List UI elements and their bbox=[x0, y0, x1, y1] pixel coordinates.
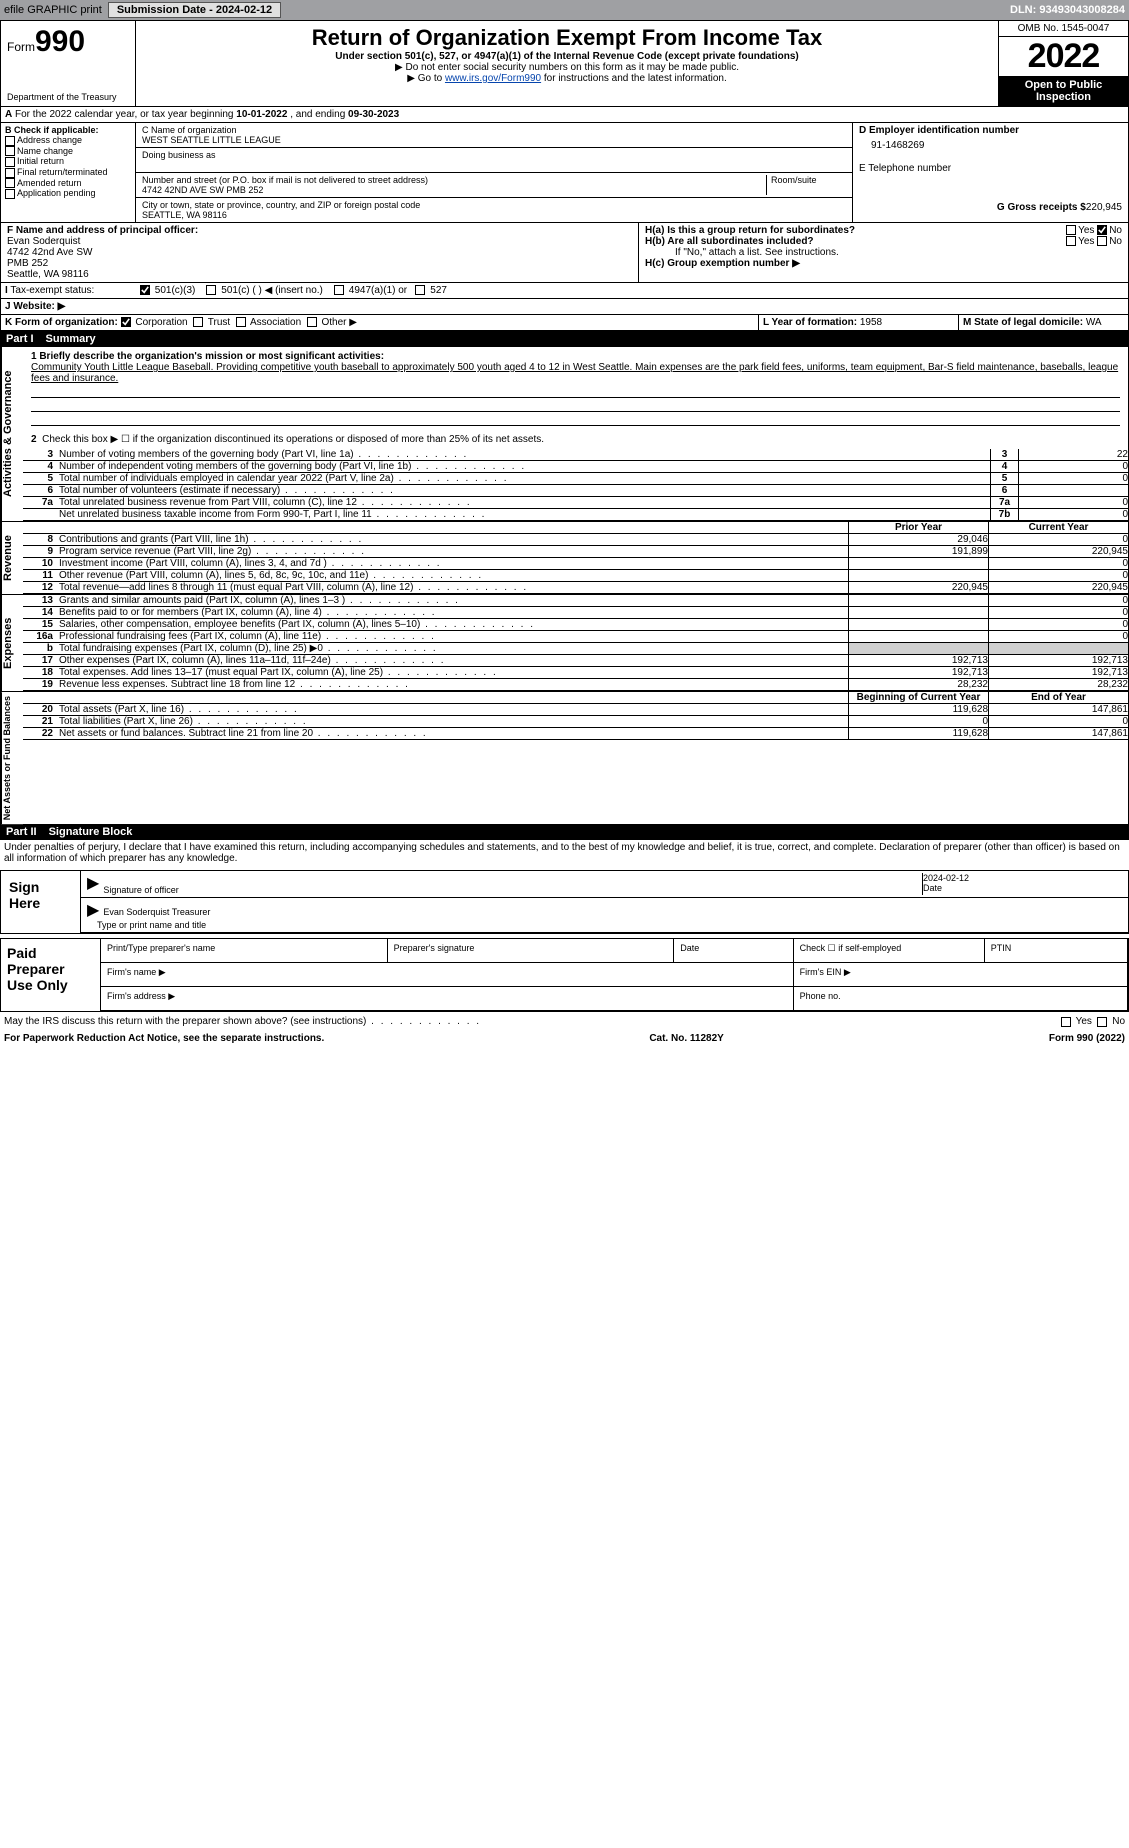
part1-header: Part ISummary bbox=[0, 331, 1129, 347]
current-year-hdr: Current Year bbox=[988, 522, 1128, 533]
sign-block: Sign Here ▶ Signature of officer 2024-02-1… bbox=[0, 870, 1129, 934]
org-name: WEST SEATTLE LITTLE LEAGUE bbox=[142, 135, 281, 145]
footer-left: For Paperwork Reduction Act Notice, see … bbox=[4, 1033, 324, 1044]
subtitle-1: Under section 501(c), 527, or 4947(a)(1)… bbox=[140, 51, 994, 62]
block-fh: F Name and address of principal officer:… bbox=[0, 223, 1129, 283]
prep-h4: Check ☐ if self-employed bbox=[794, 939, 985, 963]
hc-label: H(c) Group exemption number ▶ bbox=[645, 258, 800, 269]
open-inspection: Open to Public Inspection bbox=[999, 76, 1128, 106]
prep-h2: Preparer's signature bbox=[388, 939, 675, 963]
footer-right: Form 990 (2022) bbox=[1049, 1033, 1125, 1044]
chk-amended[interactable]: Amended return bbox=[5, 178, 131, 189]
arrow-icon: ▶ bbox=[87, 873, 99, 895]
line2-text: Check this box ▶ ☐ if the organization d… bbox=[42, 434, 544, 445]
rev-sidebar: Revenue bbox=[1, 522, 23, 594]
chk-address[interactable]: Address change bbox=[5, 135, 131, 146]
efile-topbar: efile GRAPHIC print Submission Date - 20… bbox=[0, 0, 1129, 20]
officer-addr2: PMB 252 bbox=[7, 258, 48, 269]
row-j: J Website: ▶ bbox=[0, 299, 1129, 315]
firm-name-label: Firm's name ▶ bbox=[101, 963, 794, 987]
firm-addr-label: Firm's address ▶ bbox=[101, 987, 794, 1011]
page-footer: For Paperwork Reduction Act Notice, see … bbox=[0, 1031, 1129, 1046]
sign-here-label: Sign Here bbox=[1, 871, 81, 933]
firm-ein-label: Firm's EIN ▶ bbox=[794, 963, 1128, 987]
prep-h1: Print/Type preparer's name bbox=[101, 939, 388, 963]
chk-final[interactable]: Final return/terminated bbox=[5, 167, 131, 178]
sig-date: 2024-02-12 bbox=[923, 873, 969, 883]
discuss-row: May the IRS discuss this return with the… bbox=[0, 1012, 1129, 1031]
end-year-hdr: End of Year bbox=[988, 692, 1128, 703]
arrow-icon-2: ▶ bbox=[87, 902, 99, 919]
street-address: 4742 42ND AVE SW PMB 252 bbox=[142, 185, 263, 195]
form-title: Return of Organization Exempt From Incom… bbox=[140, 25, 994, 51]
room-label: Room/suite bbox=[771, 175, 817, 185]
officer-print-name: Evan Soderquist Treasurer bbox=[103, 907, 210, 917]
addr-label: Number and street (or P.O. box if mail i… bbox=[142, 175, 428, 185]
ein-value: 91-1468269 bbox=[859, 136, 1122, 163]
exp-sidebar: Expenses bbox=[1, 595, 23, 691]
part1-body: Activities & Governance 1 Briefly descri… bbox=[0, 347, 1129, 824]
prep-h3: Date bbox=[674, 939, 793, 963]
efile-label: efile GRAPHIC print bbox=[4, 4, 102, 16]
hb-label: H(b) Are all subordinates included? bbox=[645, 236, 814, 247]
d-label: D Employer identification number bbox=[859, 125, 1122, 136]
officer-addr1: 4742 42nd Ave SW bbox=[7, 247, 92, 258]
ha-label: H(a) Is this a group return for subordin… bbox=[645, 225, 855, 236]
city-label: City or town, state or province, country… bbox=[142, 200, 420, 210]
section-a: A For the 2022 calendar year, or tax yea… bbox=[0, 107, 1129, 123]
footer-mid: Cat. No. 11282Y bbox=[649, 1033, 723, 1044]
preparer-block: Paid Preparer Use Only Print/Type prepar… bbox=[0, 938, 1129, 1012]
dept-label: Department of the Treasury bbox=[7, 92, 129, 102]
501c3-checked-icon bbox=[140, 285, 150, 295]
c-name-label: C Name of organization bbox=[142, 125, 237, 135]
officer-addr3: Seattle, WA 98116 bbox=[7, 269, 89, 280]
row-i: I Tax-exempt status: 501(c)(3) 501(c) ( … bbox=[0, 283, 1129, 299]
mission-text: Community Youth Little League Baseball. … bbox=[31, 362, 1118, 384]
subtitle-2: ▶ Do not enter social security numbers o… bbox=[140, 62, 994, 73]
city-state-zip: SEATTLE, WA 98116 bbox=[142, 210, 227, 220]
block-bcd: B Check if applicable: Address change Na… bbox=[0, 123, 1129, 223]
net-sidebar: Net Assets or Fund Balances bbox=[1, 692, 23, 824]
b-label: B Check if applicable: bbox=[5, 125, 131, 135]
sig-officer-label: Signature of officer bbox=[103, 885, 178, 895]
chk-name[interactable]: Name change bbox=[5, 146, 131, 157]
part2-header: Part IISignature Block bbox=[0, 824, 1129, 840]
paid-preparer-label: Paid Preparer Use Only bbox=[1, 939, 101, 1011]
prior-year-hdr: Prior Year bbox=[848, 522, 988, 533]
dln-label: DLN: 93493043008284 bbox=[1010, 4, 1125, 16]
chk-pending[interactable]: Application pending bbox=[5, 188, 131, 199]
omb-number: OMB No. 1545-0047 bbox=[999, 21, 1128, 37]
irs-link[interactable]: www.irs.gov/Form990 bbox=[445, 73, 541, 84]
gross-receipts: 220,945 bbox=[1086, 202, 1122, 213]
begin-year-hdr: Beginning of Current Year bbox=[848, 692, 988, 703]
g-label: G Gross receipts $ bbox=[997, 202, 1086, 213]
form-number: Form990 bbox=[7, 25, 129, 59]
subtitle-3: ▶ Go to www.irs.gov/Form990 for instruct… bbox=[140, 73, 994, 84]
e-label: E Telephone number bbox=[859, 163, 1122, 174]
submission-date-button[interactable]: Submission Date - 2024-02-12 bbox=[108, 2, 281, 18]
firm-phone-label: Phone no. bbox=[794, 987, 1128, 1011]
dba-label: Doing business as bbox=[142, 150, 216, 160]
tax-year: 2022 bbox=[999, 37, 1128, 76]
officer-name: Evan Soderquist bbox=[7, 236, 80, 247]
row-klm: K Form of organization: Corporation Trus… bbox=[0, 315, 1129, 331]
form-header: Form990 Department of the Treasury Retur… bbox=[0, 20, 1129, 107]
prep-h5: PTIN bbox=[985, 939, 1128, 963]
f-label: F Name and address of principal officer: bbox=[7, 225, 198, 236]
chk-initial[interactable]: Initial return bbox=[5, 156, 131, 167]
perjury-text: Under penalties of perjury, I declare th… bbox=[0, 840, 1129, 866]
q1-label: 1 Briefly describe the organization's mi… bbox=[31, 351, 384, 362]
no-checked-icon bbox=[1097, 225, 1107, 235]
h-note: If "No," attach a list. See instructions… bbox=[645, 247, 1122, 258]
gov-sidebar: Activities & Governance bbox=[1, 347, 23, 521]
